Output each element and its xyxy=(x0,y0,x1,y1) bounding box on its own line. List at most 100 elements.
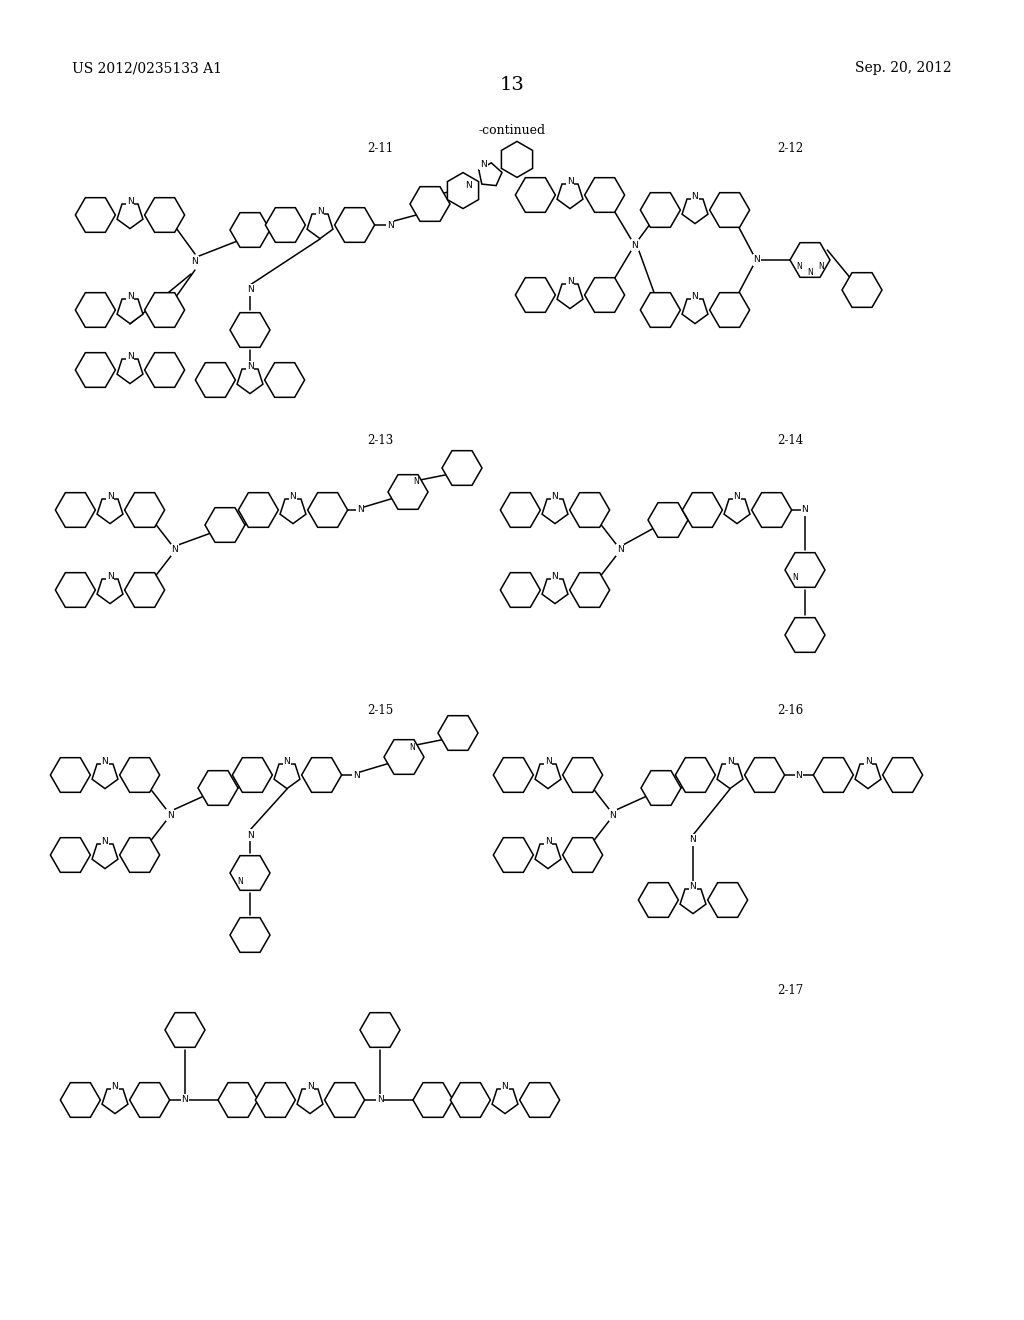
Text: N: N xyxy=(807,268,813,277)
Polygon shape xyxy=(842,273,882,308)
Polygon shape xyxy=(384,739,424,775)
Text: N: N xyxy=(247,362,253,371)
Text: N: N xyxy=(238,876,243,886)
Text: N: N xyxy=(796,771,803,780)
Text: N: N xyxy=(181,1096,188,1105)
Polygon shape xyxy=(55,492,95,527)
Polygon shape xyxy=(501,492,541,527)
Polygon shape xyxy=(255,1082,295,1117)
Text: N: N xyxy=(413,478,419,487)
Text: 2-11: 2-11 xyxy=(367,141,393,154)
Polygon shape xyxy=(682,199,708,223)
Polygon shape xyxy=(230,313,270,347)
Text: -continued: -continued xyxy=(478,124,546,136)
Polygon shape xyxy=(297,1089,323,1114)
Polygon shape xyxy=(205,508,245,543)
Text: N: N xyxy=(864,756,871,766)
Polygon shape xyxy=(883,758,923,792)
Text: N: N xyxy=(101,756,109,766)
Text: N: N xyxy=(377,1096,383,1105)
Text: 2-17: 2-17 xyxy=(777,983,803,997)
Text: N: N xyxy=(101,837,109,846)
Text: N: N xyxy=(167,810,173,820)
Text: N: N xyxy=(754,256,761,264)
Text: N: N xyxy=(112,1082,119,1090)
Text: N: N xyxy=(127,292,133,301)
Polygon shape xyxy=(641,771,681,805)
Text: N: N xyxy=(290,492,296,500)
Polygon shape xyxy=(855,764,881,788)
Polygon shape xyxy=(562,758,603,792)
Polygon shape xyxy=(501,573,541,607)
Polygon shape xyxy=(710,193,750,227)
Text: N: N xyxy=(818,261,823,271)
Text: N: N xyxy=(727,756,733,766)
Polygon shape xyxy=(165,1012,205,1047)
Polygon shape xyxy=(144,352,184,387)
Text: 2-14: 2-14 xyxy=(777,433,803,446)
Polygon shape xyxy=(92,764,118,788)
Polygon shape xyxy=(307,214,333,239)
Polygon shape xyxy=(680,888,706,913)
Polygon shape xyxy=(542,579,568,603)
Polygon shape xyxy=(102,1089,128,1114)
Polygon shape xyxy=(519,1082,560,1117)
Polygon shape xyxy=(585,178,625,213)
Text: N: N xyxy=(691,292,698,301)
Text: 13: 13 xyxy=(500,77,524,94)
Polygon shape xyxy=(708,883,748,917)
Polygon shape xyxy=(196,363,236,397)
Text: N: N xyxy=(306,1082,313,1090)
Polygon shape xyxy=(585,277,625,313)
Polygon shape xyxy=(494,838,534,873)
Polygon shape xyxy=(125,573,165,607)
Polygon shape xyxy=(76,198,116,232)
Polygon shape xyxy=(542,499,568,524)
Text: N: N xyxy=(691,191,698,201)
Polygon shape xyxy=(76,352,116,387)
Polygon shape xyxy=(493,1089,518,1114)
Polygon shape xyxy=(302,758,342,792)
Polygon shape xyxy=(97,499,123,524)
Polygon shape xyxy=(230,917,270,952)
Text: US 2012/0235133 A1: US 2012/0235133 A1 xyxy=(72,61,222,75)
Polygon shape xyxy=(785,618,825,652)
Polygon shape xyxy=(451,1082,490,1117)
Polygon shape xyxy=(144,198,184,232)
Polygon shape xyxy=(752,492,792,527)
Text: N: N xyxy=(191,257,199,267)
Polygon shape xyxy=(536,843,561,869)
Text: N: N xyxy=(566,277,573,286)
Polygon shape xyxy=(198,771,238,805)
Polygon shape xyxy=(307,492,347,527)
Text: N: N xyxy=(502,1082,508,1090)
Polygon shape xyxy=(502,141,532,177)
Polygon shape xyxy=(494,758,534,792)
Polygon shape xyxy=(744,758,784,792)
Polygon shape xyxy=(50,758,90,792)
Text: N: N xyxy=(616,545,624,554)
Polygon shape xyxy=(790,243,830,277)
Text: N: N xyxy=(689,882,696,891)
Text: N: N xyxy=(802,506,808,515)
Polygon shape xyxy=(717,764,743,788)
Polygon shape xyxy=(682,300,708,323)
Text: N: N xyxy=(127,197,133,206)
Text: N: N xyxy=(632,240,638,249)
Polygon shape xyxy=(410,186,450,222)
Polygon shape xyxy=(438,715,478,750)
Polygon shape xyxy=(557,284,583,309)
Text: N: N xyxy=(552,572,558,581)
Polygon shape xyxy=(785,553,825,587)
Polygon shape xyxy=(239,492,279,527)
Polygon shape xyxy=(388,475,428,510)
Text: N: N xyxy=(545,756,551,766)
Text: 2-12: 2-12 xyxy=(777,141,803,154)
Text: 2-16: 2-16 xyxy=(777,704,803,717)
Polygon shape xyxy=(117,300,143,323)
Text: N: N xyxy=(545,837,551,846)
Polygon shape xyxy=(676,758,716,792)
Polygon shape xyxy=(117,359,143,384)
Polygon shape xyxy=(640,193,680,227)
Polygon shape xyxy=(640,293,680,327)
